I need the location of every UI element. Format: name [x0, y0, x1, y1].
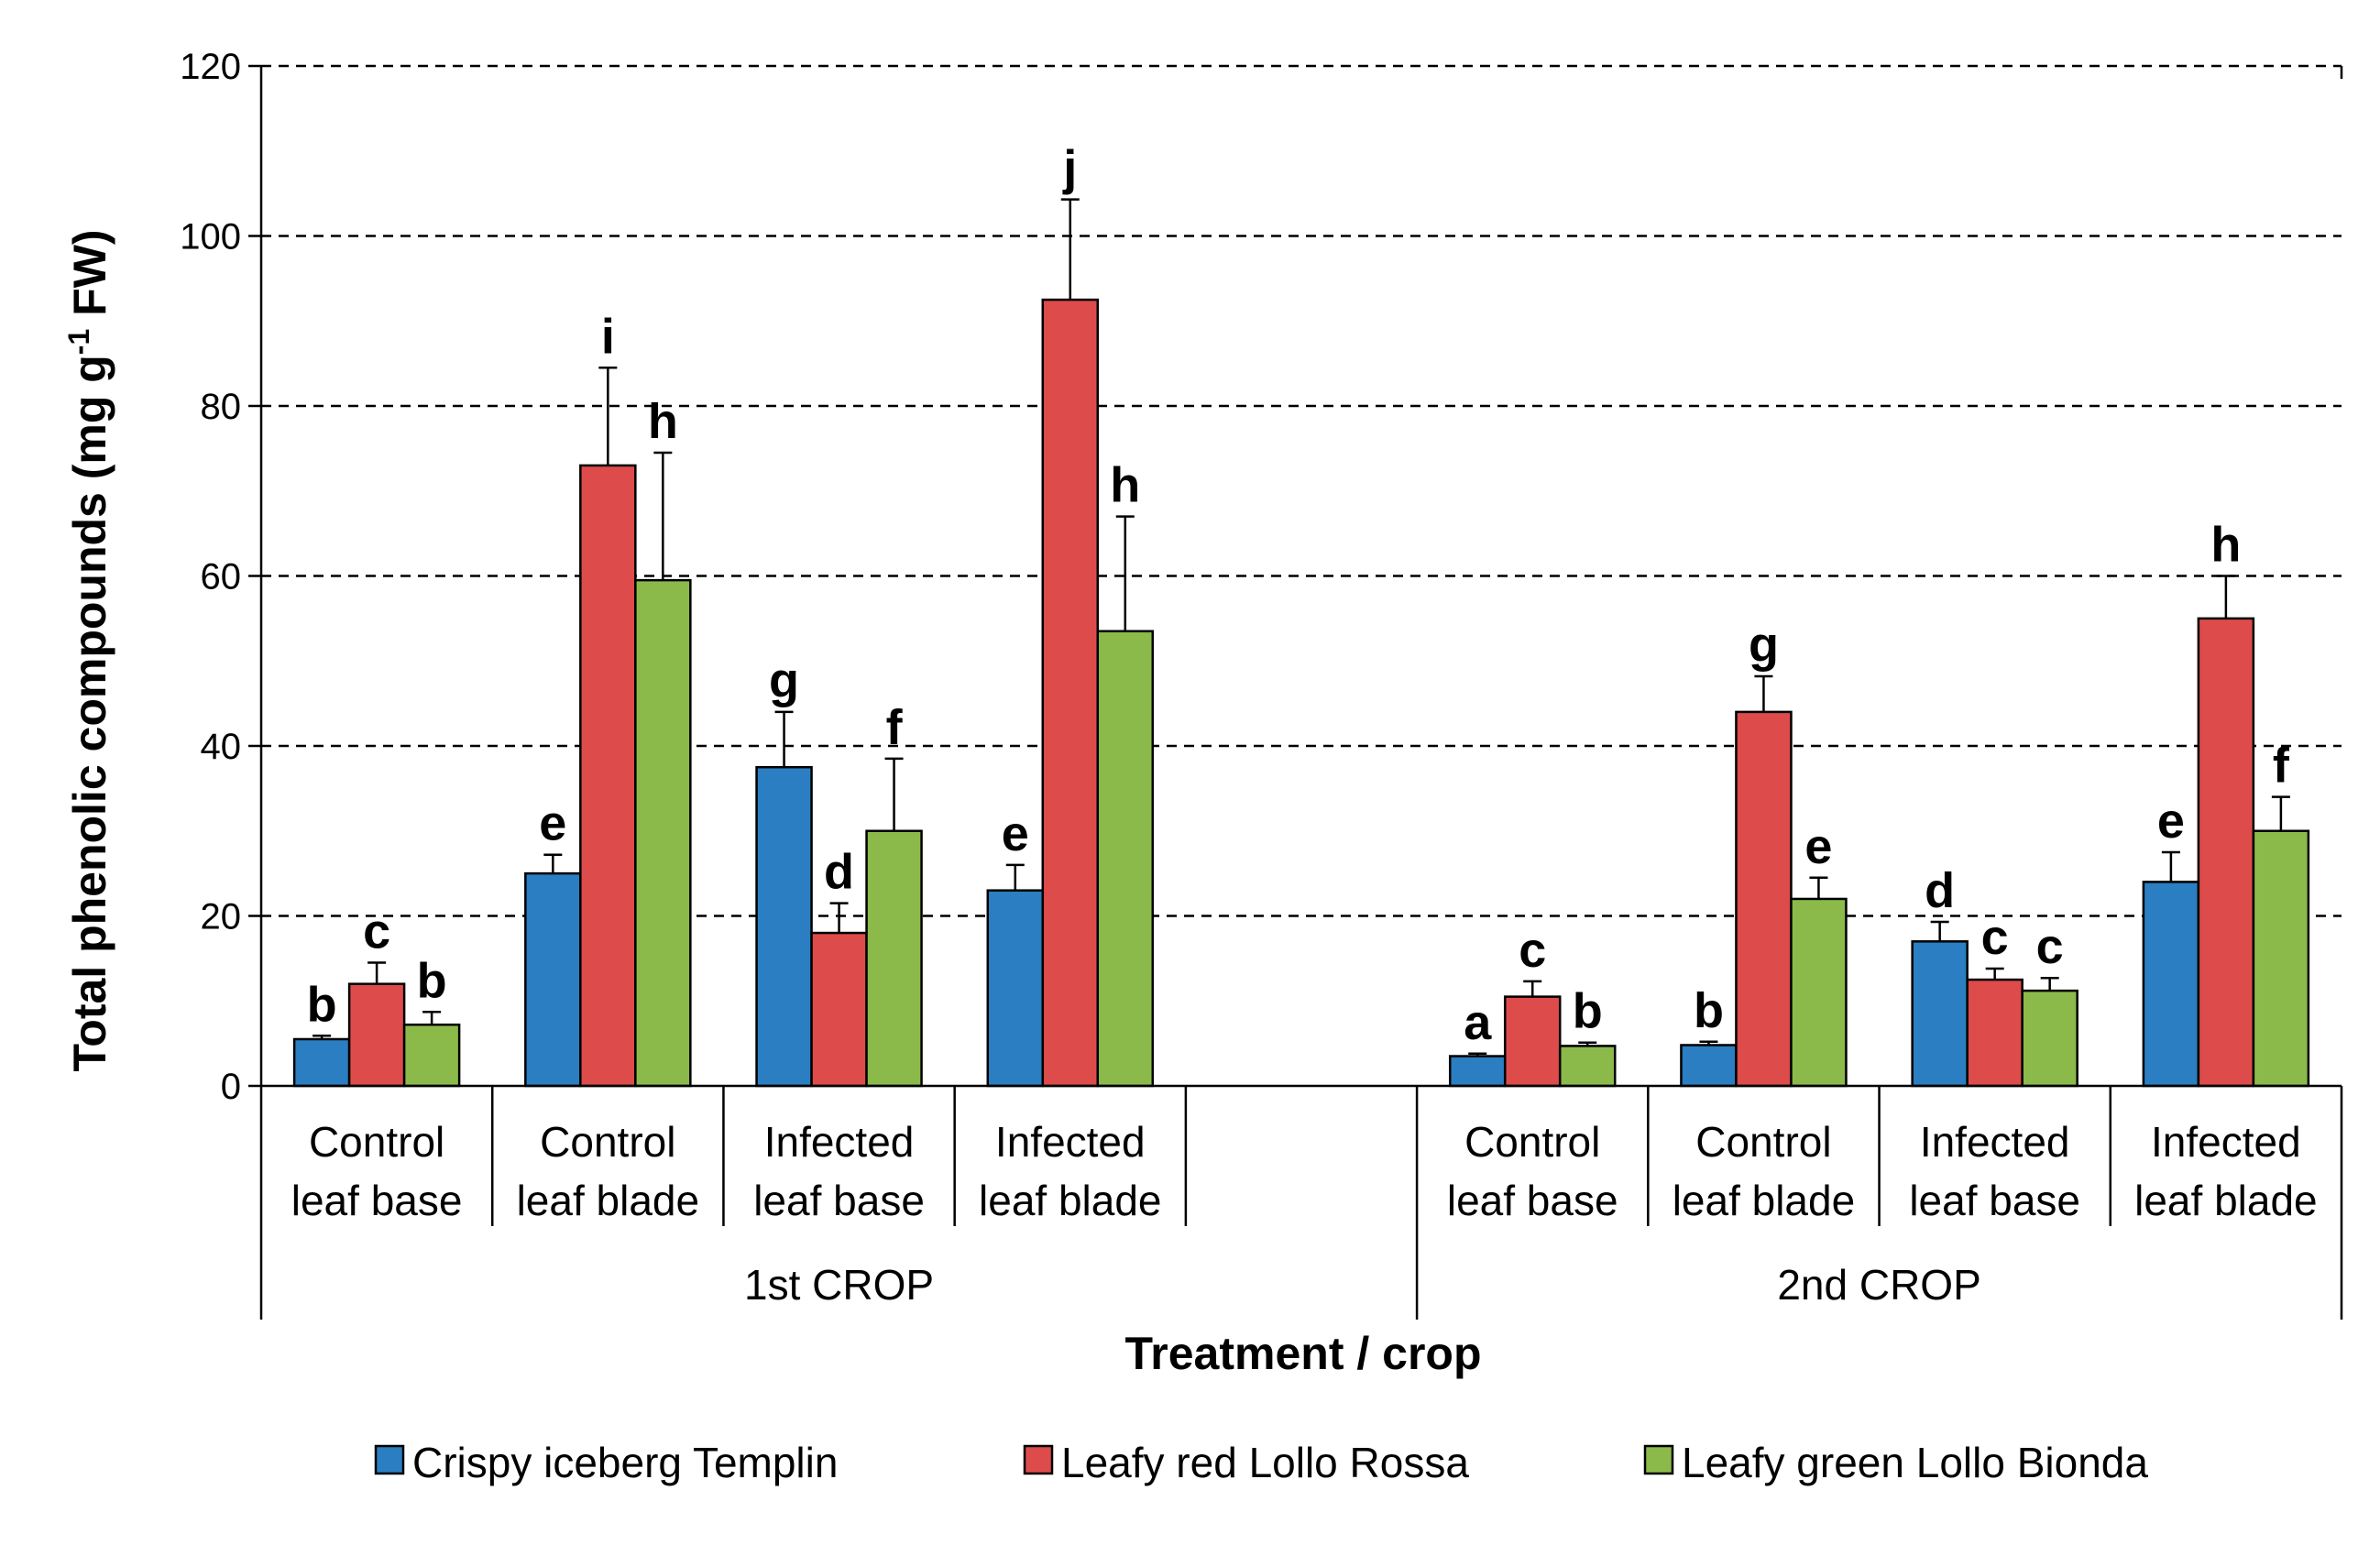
- bar: [292, 1037, 351, 1088]
- significance-letter: b: [1573, 984, 1603, 1039]
- legend-label: Crispy iceberg Templin: [412, 1439, 838, 1486]
- significance-letter: d: [1925, 863, 1955, 918]
- significance-letter: e: [2157, 794, 2185, 849]
- significance-letter: e: [1804, 819, 1832, 874]
- significance-letter: c: [1981, 910, 2009, 965]
- bar: [810, 931, 868, 1088]
- category-label-line2: leaf blade: [979, 1177, 1162, 1224]
- category-label-line2: leaf base: [291, 1177, 463, 1224]
- significance-letter: j: [1062, 141, 1077, 196]
- crop-group-label: 2nd CROP: [1777, 1261, 1980, 1309]
- significance-letter: d: [824, 845, 854, 900]
- category-label-line1: Infected: [995, 1118, 1146, 1166]
- bar: [1503, 995, 1562, 1088]
- bar: [1448, 1055, 1507, 1088]
- y-tick-label: 100: [180, 217, 241, 258]
- significance-letter: c: [2036, 919, 2064, 974]
- legend-swatch: [374, 1444, 405, 1475]
- category-label-line1: Infected: [2151, 1118, 2301, 1166]
- significance-letter: c: [1519, 923, 1546, 978]
- bar: [402, 1023, 461, 1088]
- significance-letter: h: [648, 394, 678, 449]
- y-ticks: 0 20 40 60 80 100 120: [180, 47, 261, 1107]
- bar: [2142, 881, 2200, 1088]
- category-label-line2: leaf blade: [1673, 1177, 1856, 1224]
- bar: [1096, 630, 1155, 1088]
- crop-group-label: 1st CROP: [744, 1261, 934, 1309]
- category-label-line1: Control: [309, 1118, 444, 1166]
- category-axis: Control leaf base Control leaf blade Infecte…: [259, 1086, 2343, 1320]
- significance-letter: f: [886, 700, 904, 755]
- significance-letter: i: [601, 309, 615, 364]
- bar: [634, 578, 692, 1088]
- significance-letter: b: [1694, 983, 1724, 1038]
- bar: [755, 765, 813, 1088]
- category-label-line2: leaf blade: [2134, 1177, 2318, 1224]
- category-label-line2: leaf base: [753, 1177, 925, 1224]
- significance-letter: e: [1002, 806, 1029, 861]
- significance-letter: a: [1464, 995, 1492, 1050]
- y-tick-label: 40: [201, 727, 242, 767]
- bar: [2021, 989, 2078, 1088]
- error-bars: [313, 198, 2290, 1057]
- significance-letter: c: [363, 904, 390, 959]
- bar: [1558, 1045, 1617, 1088]
- legend-label: Leafy green Lollo Bionda: [1682, 1439, 2148, 1486]
- bar: [1966, 978, 2024, 1088]
- bar: [1790, 897, 1848, 1088]
- bar: [1735, 710, 1793, 1088]
- category-label-line2: leaf base: [1909, 1177, 2080, 1224]
- significance-letter: b: [417, 953, 447, 1008]
- significance-letter: h: [2210, 518, 2241, 573]
- category-label-line1: Control: [1695, 1118, 1831, 1166]
- bar: [865, 829, 923, 1088]
- y-tick-label: 0: [221, 1067, 241, 1107]
- category-label-line1: Control: [1464, 1118, 1600, 1166]
- category-label-line2: leaf blade: [517, 1177, 700, 1224]
- y-tick-label: 20: [201, 897, 242, 937]
- bar: [524, 871, 582, 1088]
- bar: [1911, 940, 1969, 1088]
- significance-letter: b: [307, 977, 337, 1032]
- legend-swatch: [1023, 1444, 1054, 1475]
- legend-swatch: [1643, 1444, 1674, 1475]
- significance-letter: e: [539, 796, 566, 851]
- legend-label: Leafy red Lollo Rossa: [1061, 1439, 1469, 1486]
- category-label-line2: leaf base: [1447, 1177, 1618, 1224]
- significance-letter: g: [1749, 618, 1779, 673]
- category-label-line1: Infected: [1920, 1118, 2070, 1166]
- bar: [347, 982, 406, 1088]
- y-axis-title: Total phenolic compounds (mg g-1 FW): [62, 229, 115, 1071]
- significance-letter: g: [769, 653, 799, 708]
- significance-letter: h: [1110, 458, 1140, 513]
- y-tick-label: 60: [201, 557, 242, 597]
- y-tick-label: 80: [201, 387, 242, 427]
- bar: [2252, 829, 2310, 1088]
- significance-letter: f: [2273, 739, 2290, 794]
- category-label-line1: Infected: [764, 1118, 915, 1166]
- bar: [2197, 617, 2255, 1088]
- bar: [1041, 298, 1100, 1088]
- y-tick-label: 120: [180, 47, 241, 87]
- category-label-line1: Control: [540, 1118, 675, 1166]
- bars: [292, 298, 2310, 1088]
- bar: [986, 889, 1045, 1088]
- legend: Crispy iceberg Templin Leafy red Lollo Ro…: [374, 1439, 2148, 1486]
- bar: [1680, 1044, 1738, 1088]
- x-axis-title: Treatment / crop: [1125, 1328, 1482, 1379]
- gridlines: [261, 64, 2342, 917]
- bar: [579, 464, 637, 1088]
